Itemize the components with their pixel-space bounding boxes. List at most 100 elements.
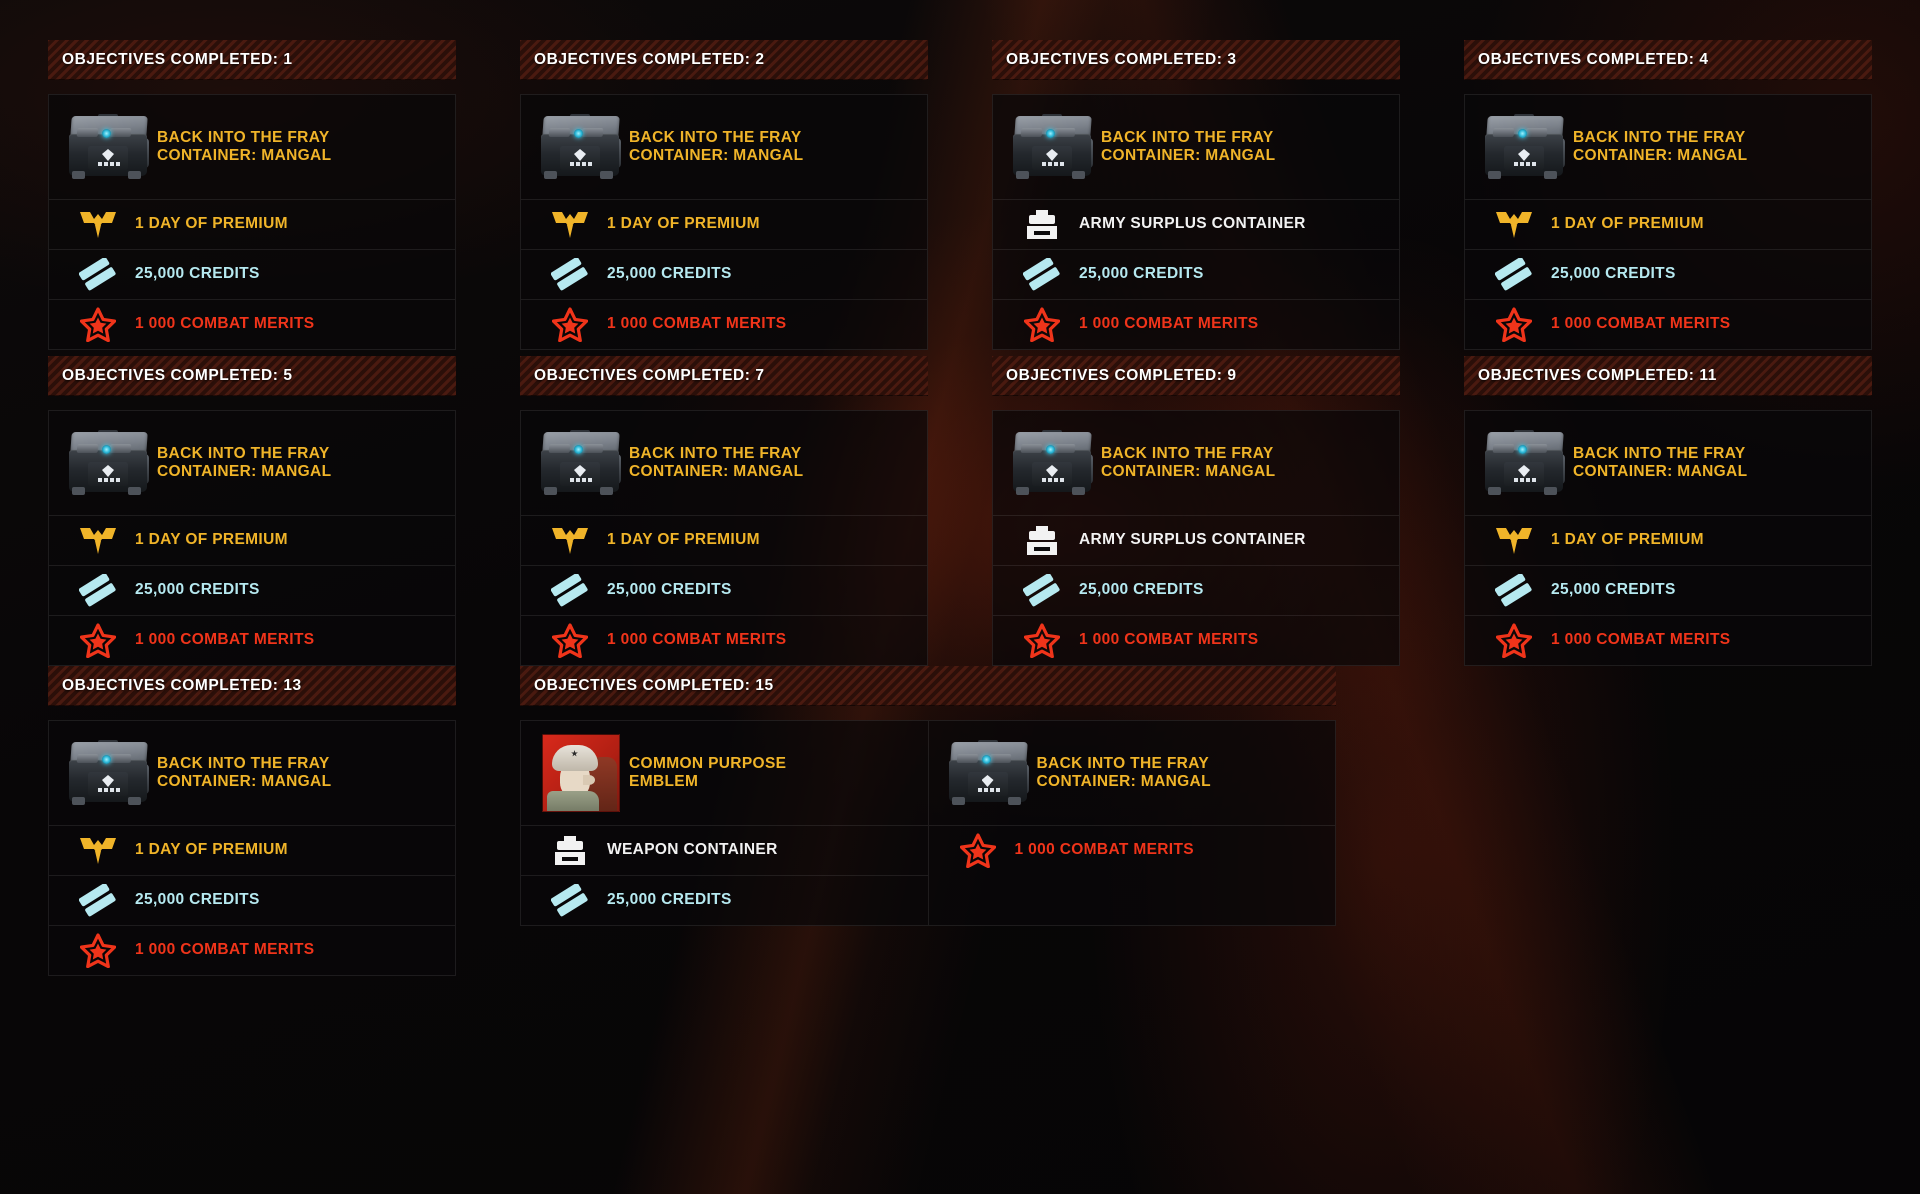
reward-row[interactable]: 25,000 CREDITS: [521, 565, 927, 615]
reward-column: BACK INTO THE FRAY CONTAINER: MANGAL 1 DA…: [1465, 95, 1871, 349]
reward-column: BACK INTO THE FRAY CONTAINER: MANGAL ARMY…: [993, 95, 1399, 349]
tier-header-label: OBJECTIVES COMPLETED: 15: [534, 676, 774, 694]
reward-tier-card[interactable]: OBJECTIVES COMPLETED: 13 BACK INTO THE FR…: [48, 666, 456, 976]
reward-icon-slot: [533, 114, 629, 180]
reward-tier-card[interactable]: OBJECTIVES COMPLETED: 2 BACK INTO THE FRA…: [520, 40, 928, 350]
reward-row[interactable]: ARMY SURPLUS CONTAINER: [993, 515, 1399, 565]
reward-row[interactable]: 1 000 COMBAT MERITS: [1465, 299, 1871, 349]
reward-row[interactable]: 25,000 CREDITS: [993, 565, 1399, 615]
reward-row[interactable]: 25,000 CREDITS: [521, 875, 928, 925]
reward-row[interactable]: 1 000 COMBAT MERITS: [1465, 615, 1871, 665]
reward-tier-card[interactable]: OBJECTIVES COMPLETED: 7 BACK INTO THE FRA…: [520, 356, 928, 666]
reward-row[interactable]: 1 DAY OF PREMIUM: [521, 515, 927, 565]
reward-label: 1 000 COMBAT MERITS: [1551, 315, 1731, 333]
reward-row[interactable]: 25,000 CREDITS: [1465, 249, 1871, 299]
tier-header-band: OBJECTIVES COMPLETED: 5: [48, 356, 456, 396]
reward-label: BACK INTO THE FRAY CONTAINER: MANGAL: [1036, 754, 1211, 790]
reward-row[interactable]: BACK INTO THE FRAY CONTAINER: MANGAL: [49, 411, 455, 515]
reward-column: BACK INTO THE FRAY CONTAINER: MANGAL 1 00…: [927, 721, 1336, 925]
reward-icon-slot: [533, 526, 607, 556]
reward-tier-card[interactable]: OBJECTIVES COMPLETED: 9 BACK INTO THE FRA…: [992, 356, 1400, 666]
reward-row[interactable]: 25,000 CREDITS: [993, 249, 1399, 299]
reward-row[interactable]: BACK INTO THE FRAY CONTAINER: MANGAL: [993, 95, 1399, 199]
reward-row[interactable]: 1 DAY OF PREMIUM: [49, 515, 455, 565]
reward-tier-card[interactable]: OBJECTIVES COMPLETED: 1 BACK INTO THE FRA…: [48, 40, 456, 350]
crate-icon: [66, 740, 152, 806]
reward-row[interactable]: ARMY SURPLUS CONTAINER: [993, 199, 1399, 249]
reward-row[interactable]: BACK INTO THE FRAY CONTAINER: MANGAL: [929, 721, 1336, 825]
reward-icon-slot: [61, 933, 135, 968]
credits-icon: [551, 573, 589, 608]
reward-row[interactable]: WEAPON CONTAINER: [521, 825, 928, 875]
reward-label: 1 DAY OF PREMIUM: [607, 531, 760, 549]
reward-tier-card[interactable]: OBJECTIVES COMPLETED: 4 BACK INTO THE FRA…: [1464, 40, 1872, 350]
reward-row[interactable]: 25,000 CREDITS: [1465, 565, 1871, 615]
tier-header-label: OBJECTIVES COMPLETED: 1: [62, 50, 293, 68]
credits-icon: [1495, 257, 1533, 292]
tier-header-band: OBJECTIVES COMPLETED: 4: [1464, 40, 1872, 80]
reward-row[interactable]: 1 000 COMBAT MERITS: [993, 299, 1399, 349]
tier-header-band: OBJECTIVES COMPLETED: 1: [48, 40, 456, 80]
crate-icon: [1482, 430, 1568, 496]
reward-tier-card[interactable]: OBJECTIVES COMPLETED: 3 BACK INTO THE FRA…: [992, 40, 1400, 350]
reward-label: 1 000 COMBAT MERITS: [1551, 631, 1731, 649]
reward-icon-slot: [1005, 114, 1101, 180]
reward-row[interactable]: 25,000 CREDITS: [49, 249, 455, 299]
reward-row[interactable]: 1 000 COMBAT MERITS: [993, 615, 1399, 665]
reward-row[interactable]: 25,000 CREDITS: [49, 875, 455, 925]
reward-label: 25,000 CREDITS: [1551, 581, 1676, 599]
reward-row[interactable]: BACK INTO THE FRAY CONTAINER: MANGAL: [1465, 95, 1871, 199]
crate-icon: [66, 114, 152, 180]
tier-header-label: OBJECTIVES COMPLETED: 5: [62, 366, 293, 384]
reward-row[interactable]: 1 DAY OF PREMIUM: [521, 199, 927, 249]
reward-row[interactable]: BACK INTO THE FRAY CONTAINER: MANGAL: [521, 411, 927, 515]
reward-row[interactable]: BACK INTO THE FRAY CONTAINER: MANGAL: [49, 95, 455, 199]
reward-row[interactable]: 1 DAY OF PREMIUM: [1465, 515, 1871, 565]
reward-icon-slot: [533, 883, 607, 918]
reward-icon-slot: [61, 836, 135, 866]
reward-row[interactable]: 1 000 COMBAT MERITS: [49, 299, 455, 349]
reward-icon-slot: [941, 833, 1015, 868]
reward-row[interactable]: 1 DAY OF PREMIUM: [49, 199, 455, 249]
reward-column: BACK INTO THE FRAY CONTAINER: MANGAL ARMY…: [993, 411, 1399, 665]
reward-label: 25,000 CREDITS: [1079, 581, 1204, 599]
reward-row[interactable]: 1 000 COMBAT MERITS: [49, 615, 455, 665]
premium-wings-icon: [1494, 526, 1534, 556]
reward-row[interactable]: 1 000 COMBAT MERITS: [521, 615, 927, 665]
reward-icon-slot: [61, 257, 135, 292]
reward-tier-card[interactable]: OBJECTIVES COMPLETED: 15 COMMON PURPOSE E…: [520, 666, 1336, 926]
supply-container-icon: [1025, 209, 1059, 241]
reward-icon-slot: [1005, 430, 1101, 496]
reward-row[interactable]: COMMON PURPOSE EMBLEM: [521, 721, 928, 825]
tier-header-band: OBJECTIVES COMPLETED: 15: [520, 666, 1336, 706]
reward-row[interactable]: 25,000 CREDITS: [49, 565, 455, 615]
reward-icon-slot: [1477, 210, 1551, 240]
reward-icon-slot: [61, 526, 135, 556]
reward-row[interactable]: 1 000 COMBAT MERITS: [49, 925, 455, 975]
credits-icon: [1023, 257, 1061, 292]
reward-row[interactable]: BACK INTO THE FRAY CONTAINER: MANGAL: [49, 721, 455, 825]
reward-row[interactable]: BACK INTO THE FRAY CONTAINER: MANGAL: [993, 411, 1399, 515]
tier-header-band: OBJECTIVES COMPLETED: 7: [520, 356, 928, 396]
reward-row[interactable]: 1 DAY OF PREMIUM: [49, 825, 455, 875]
tier-header-label: OBJECTIVES COMPLETED: 3: [1006, 50, 1237, 68]
reward-label: 25,000 CREDITS: [607, 581, 732, 599]
crate-icon: [538, 430, 624, 496]
reward-row[interactable]: 1 DAY OF PREMIUM: [1465, 199, 1871, 249]
reward-icon-slot: [1477, 526, 1551, 556]
reward-icon-slot: [61, 307, 135, 342]
reward-label: 1 DAY OF PREMIUM: [1551, 215, 1704, 233]
reward-row[interactable]: 1 000 COMBAT MERITS: [521, 299, 927, 349]
credits-icon: [551, 883, 589, 918]
reward-label: 1 000 COMBAT MERITS: [135, 941, 315, 959]
reward-row[interactable]: 1 000 COMBAT MERITS: [928, 825, 1335, 875]
reward-icon-slot: [533, 623, 607, 658]
reward-row[interactable]: 25,000 CREDITS: [521, 249, 927, 299]
reward-row[interactable]: BACK INTO THE FRAY CONTAINER: MANGAL: [521, 95, 927, 199]
reward-tier-card[interactable]: OBJECTIVES COMPLETED: 5 BACK INTO THE FRA…: [48, 356, 456, 666]
reward-icon-slot: [533, 257, 607, 292]
reward-row[interactable]: BACK INTO THE FRAY CONTAINER: MANGAL: [1465, 411, 1871, 515]
reward-tier-card[interactable]: OBJECTIVES COMPLETED: 11 BACK INTO THE FR…: [1464, 356, 1872, 666]
tier-reward-list: BACK INTO THE FRAY CONTAINER: MANGAL ARMY…: [992, 94, 1400, 350]
tier-header-band: OBJECTIVES COMPLETED: 13: [48, 666, 456, 706]
